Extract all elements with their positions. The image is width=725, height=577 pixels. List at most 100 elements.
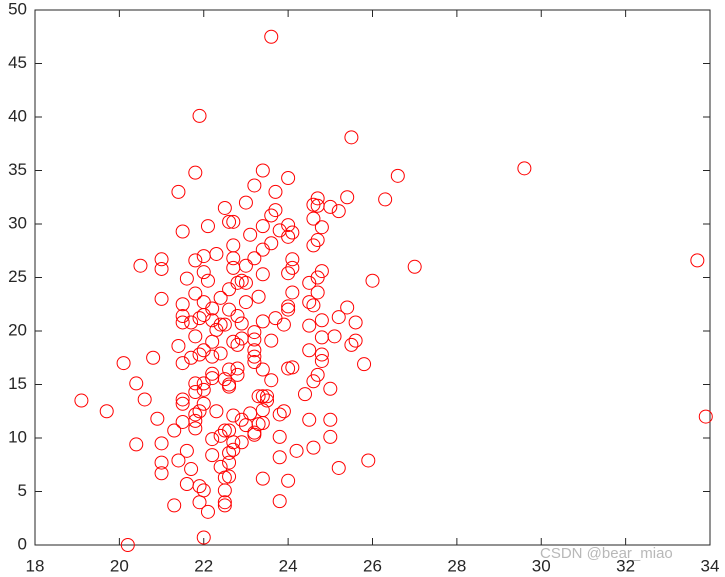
point (340, 190, 355, 205)
point (344, 337, 359, 352)
point (310, 233, 325, 248)
point (167, 498, 182, 513)
point (306, 238, 321, 253)
point (196, 249, 211, 264)
point (323, 412, 338, 427)
point (217, 483, 232, 498)
point (116, 356, 131, 371)
point (310, 191, 325, 206)
point (272, 450, 287, 465)
point (154, 466, 169, 481)
point (137, 392, 152, 407)
point (255, 314, 270, 329)
y-tick-label: 20 (8, 320, 27, 339)
point (217, 495, 232, 510)
point (348, 315, 363, 330)
x-tick-label: 30 (532, 556, 551, 575)
point (285, 225, 300, 240)
point (154, 455, 169, 470)
point (213, 290, 228, 305)
point (226, 238, 241, 253)
point (331, 204, 346, 219)
point (264, 373, 279, 388)
point (192, 108, 207, 123)
point (188, 384, 203, 399)
point (264, 208, 279, 223)
point (314, 264, 329, 279)
point (171, 453, 186, 468)
point (255, 242, 270, 257)
point (281, 229, 296, 244)
point (213, 459, 228, 474)
point (234, 435, 249, 450)
point (281, 266, 296, 281)
point (314, 220, 329, 235)
point (264, 333, 279, 348)
point (192, 311, 207, 326)
point (205, 334, 220, 349)
point (255, 219, 270, 234)
point (331, 310, 346, 325)
point (226, 214, 241, 229)
point (390, 168, 405, 183)
point (285, 260, 300, 275)
point (281, 218, 296, 233)
point (238, 418, 253, 433)
point (188, 253, 203, 268)
y-tick-label: 30 (8, 213, 27, 232)
point (175, 414, 190, 429)
point (133, 258, 148, 273)
y-tick-label: 25 (8, 267, 27, 286)
point (222, 379, 237, 394)
point (179, 443, 194, 458)
point (188, 421, 203, 436)
point (175, 396, 190, 411)
point (243, 227, 258, 242)
point (196, 295, 211, 310)
point (323, 381, 338, 396)
point (230, 337, 245, 352)
y-tick-label: 0 (18, 534, 27, 553)
point (314, 330, 329, 345)
point (272, 494, 287, 509)
point (306, 298, 321, 313)
point (171, 338, 186, 353)
point (217, 317, 232, 332)
point (222, 362, 237, 377)
point (200, 504, 215, 519)
point (365, 273, 380, 288)
point (302, 295, 317, 310)
point (146, 350, 161, 365)
point (285, 285, 300, 300)
point (179, 271, 194, 286)
point (298, 387, 312, 402)
point (200, 273, 215, 288)
y-tick-label: 15 (8, 374, 27, 393)
point (281, 361, 296, 376)
point (302, 343, 317, 358)
point (205, 432, 220, 447)
point (255, 267, 270, 282)
point (175, 224, 190, 239)
point (268, 311, 283, 326)
point (196, 396, 211, 411)
point (99, 404, 114, 419)
point (247, 343, 262, 358)
point (238, 258, 253, 273)
point (184, 315, 199, 330)
point (302, 318, 317, 333)
point (222, 445, 237, 460)
point (361, 453, 376, 468)
point (154, 436, 169, 451)
point (306, 211, 321, 226)
point (209, 246, 224, 261)
point (264, 29, 279, 44)
point (272, 429, 287, 444)
point (196, 307, 211, 322)
point (217, 498, 232, 513)
y-tick-label: 5 (18, 481, 27, 500)
point (230, 367, 245, 382)
point (310, 198, 325, 213)
point (217, 372, 232, 387)
point (175, 392, 190, 407)
